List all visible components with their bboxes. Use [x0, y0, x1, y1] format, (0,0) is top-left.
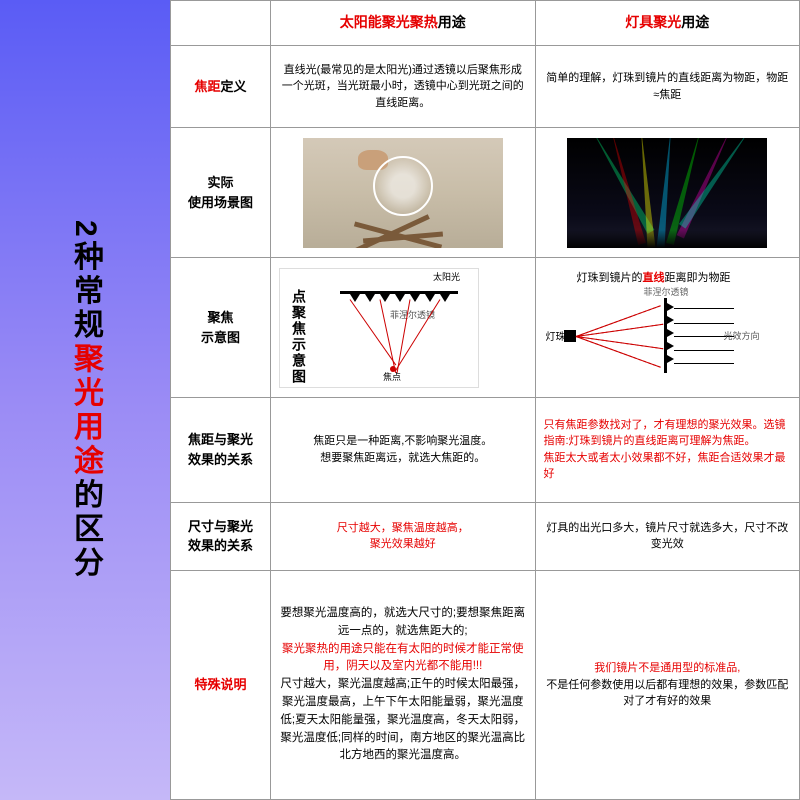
diag2-top-prefix: 灯珠到镜片的 — [577, 272, 643, 284]
diag2-top-red: 直线 — [643, 272, 665, 284]
diag1-title: 点聚焦示意图 — [288, 289, 309, 385]
row6-c2-l1: 我们镜片不是通用型的标准品, — [544, 660, 792, 677]
diag2-top-suffix: 距离即为物距 — [665, 272, 731, 284]
row1-label: 焦距定义 — [171, 45, 271, 127]
row4-col1: 焦距只是一种距离,不影响聚光温度。 想要聚焦距离远，就选大焦距的。 — [271, 398, 536, 502]
row5-label: 尺寸与聚光 效果的关系 — [171, 502, 271, 571]
row2-label-l2: 使用场景图 — [179, 193, 262, 213]
stage-scene-image — [544, 138, 792, 248]
row3-label: 聚焦 示意图 — [171, 258, 271, 398]
row6-col1: 要想聚光温度高的，就选大尺寸的;要想聚焦距离远一点的，就选焦距大的; 聚光聚热的… — [271, 571, 536, 800]
row1-label-black: 定义 — [221, 79, 247, 94]
row4-label-l2: 效果的关系 — [179, 450, 262, 470]
row5-c1-l2: 聚光效果越好 — [279, 536, 527, 553]
row1-col1: 直线光(最常见的是太阳光)通过透镜以后聚焦形成一个光斑，当光斑最小时，透镜中心到… — [271, 45, 536, 127]
row6-c1-p1: 要想聚光温度高的，就选大尺寸的;要想聚焦距离远一点的，就选焦距大的; — [279, 605, 527, 641]
row4-c1-l1: 焦距只是一种距离,不影响聚光温度。 — [279, 433, 527, 450]
solar-scene-image — [279, 138, 527, 248]
lamp-focus-diagram: 灯珠到镜片的直线距离即为物距 菲涅尔透镜 灯珠 光效方向 — [544, 268, 764, 388]
diag1-sun-label: 太阳光 — [433, 271, 460, 285]
diag2-led-icon — [564, 330, 576, 342]
diag2-out-label: 光效方向 — [723, 330, 759, 344]
diag1-focus-label: 焦点 — [383, 371, 401, 385]
sidebar-title: 2种常规聚光用途的区分 — [63, 220, 107, 581]
row4-c2-l2: 焦距太大或者太小效果都不好，焦距合适效果才最好 — [544, 450, 792, 483]
row1-col2: 简单的理解，灯珠到镜片的直线距离为物距，物距≈焦距 — [535, 45, 800, 127]
row2-label: 实际 使用场景图 — [171, 128, 271, 258]
row6-c2-l2: 不是任何参数使用以后都有理想的效果，参数匹配对了才有好的效果 — [544, 677, 792, 710]
comparison-table: 太阳能聚光聚热用途 灯具聚光用途 焦距定义 直线光(最常见的是太阳光)通过透镜以… — [170, 0, 800, 800]
row5-label-l2: 效果的关系 — [179, 536, 262, 556]
header-col2: 灯具聚光用途 — [535, 1, 800, 46]
row6-col2: 我们镜片不是通用型的标准品, 不是任何参数使用以后都有理想的效果，参数匹配对了才… — [535, 571, 800, 800]
row-definition: 焦距定义 直线光(最常见的是太阳光)通过透镜以后聚焦形成一个光斑，当光斑最小时，… — [171, 45, 800, 127]
header-row: 太阳能聚光聚热用途 灯具聚光用途 — [171, 1, 800, 46]
row-special-note: 特殊说明 要想聚光温度高的，就选大尺寸的;要想聚焦距离远一点的，就选焦距大的; … — [171, 571, 800, 800]
row5-col2: 灯具的出光口多大，镜片尺寸就选多大，尺寸不改变光效 — [535, 502, 800, 571]
sidebar: 2种常规聚光用途的区分 — [0, 0, 170, 800]
row3-col2: 灯珠到镜片的直线距离即为物距 菲涅尔透镜 灯珠 光效方向 — [535, 258, 800, 398]
comparison-table-wrap: 太阳能聚光聚热用途 灯具聚光用途 焦距定义 直线光(最常见的是太阳光)通过透镜以… — [170, 0, 800, 800]
row4-c2-l1: 只有焦距参数找对了，才有理想的聚光效果。选镜指南:灯珠到镜片的直线距离可理解为焦… — [544, 417, 792, 450]
row5-label-l1: 尺寸与聚光 — [179, 517, 262, 537]
header-col2-red: 灯具聚光 — [625, 14, 681, 30]
solar-focus-diagram: 点聚焦示意图 太阳光 菲涅尔透镜 焦点 — [279, 268, 479, 388]
row6-c1-p3: 尺寸越大，聚光温度越高;正午的时候太阳最强，聚光温度最高，上午下午太阳能量弱，聚… — [279, 676, 527, 765]
sidebar-highlight: 聚光用途 — [69, 342, 102, 478]
row2-col2 — [535, 128, 800, 258]
header-col2-black: 用途 — [681, 14, 709, 30]
row1-label-red: 焦距 — [194, 79, 220, 94]
row3-label-l2: 示意图 — [179, 328, 262, 348]
row4-c1-l2: 想要聚焦距离远，就选大焦距的。 — [279, 450, 527, 467]
row-scene: 实际 使用场景图 — [171, 128, 800, 258]
row5-col1: 尺寸越大，聚焦温度越高， 聚光效果越好 — [271, 502, 536, 571]
row4-label: 焦距与聚光 效果的关系 — [171, 398, 271, 502]
row3-label-l1: 聚焦 — [179, 308, 262, 328]
header-col1: 太阳能聚光聚热用途 — [271, 1, 536, 46]
row-focal-relation: 焦距与聚光 效果的关系 焦距只是一种距离,不影响聚光温度。 想要聚焦距离远，就选… — [171, 398, 800, 502]
row5-c1-l1: 尺寸越大，聚焦温度越高， — [279, 520, 527, 537]
row-size-relation: 尺寸与聚光 效果的关系 尺寸越大，聚焦温度越高， 聚光效果越好 灯具的出光口多大… — [171, 502, 800, 571]
header-col1-black: 用途 — [438, 14, 466, 30]
header-empty — [171, 1, 271, 46]
row3-col1: 点聚焦示意图 太阳光 菲涅尔透镜 焦点 — [271, 258, 536, 398]
row4-col2: 只有焦距参数找对了，才有理想的聚光效果。选镜指南:灯珠到镜片的直线距离可理解为焦… — [535, 398, 800, 502]
row-diagram: 聚焦 示意图 点聚焦示意图 太阳光 菲涅尔透镜 焦点 — [171, 258, 800, 398]
sidebar-prefix: 2种常规 — [69, 220, 102, 343]
header-col1-red: 太阳能聚光聚热 — [340, 14, 438, 30]
sidebar-suffix: 的区分 — [69, 478, 102, 580]
row4-label-l1: 焦距与聚光 — [179, 430, 262, 450]
diag2-led-label: 灯珠 — [546, 330, 566, 345]
row2-col1 — [271, 128, 536, 258]
row6-c1-p2: 聚光聚热的用途只能在有太阳的时候才能正常使用，阴天以及室内光都不能用!!! — [279, 641, 527, 677]
row6-label: 特殊说明 — [171, 571, 271, 800]
row2-label-l1: 实际 — [179, 173, 262, 193]
